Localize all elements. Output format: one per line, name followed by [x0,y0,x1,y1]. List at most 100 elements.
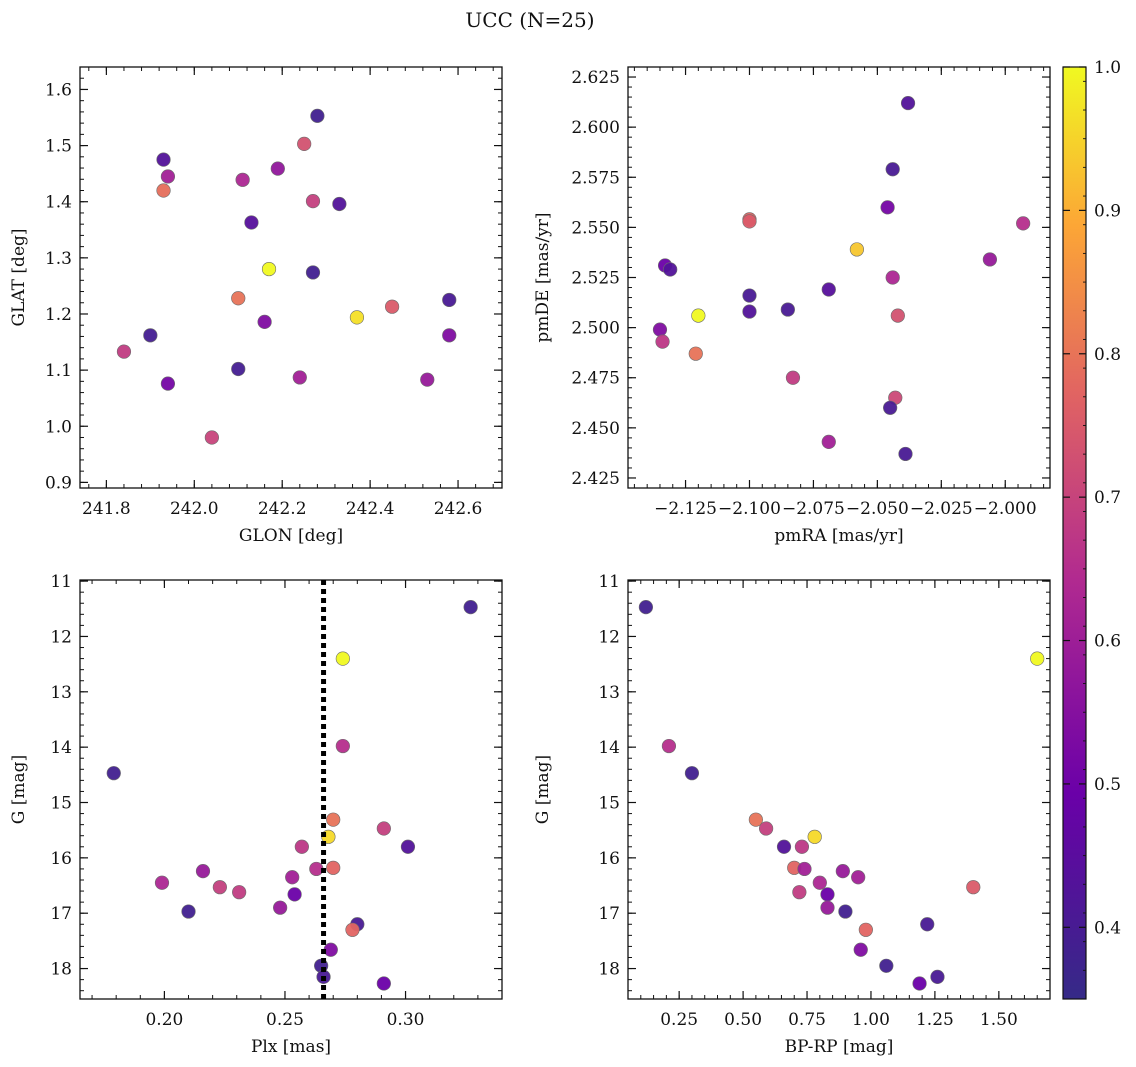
y-tick-label: 0.9 [45,473,72,493]
x-tick-label: 242.2 [258,499,307,519]
scatter-point [116,344,132,359]
y-tick-label: 2.600 [571,118,620,138]
scatter-point [261,261,277,277]
scatter-point [807,829,822,844]
x-tick-label: 0.25 [266,1010,304,1030]
scatter-point [838,904,853,919]
y-tick-label: 1.0 [45,417,72,437]
scatter-point [285,870,300,885]
scatter-point [442,328,457,343]
x-tick-label: −2.075 [782,499,845,519]
scatter-point [900,95,916,111]
panel-2: −2.125 −2.100 −2.075 −2.050 −2.025 −2.000 2.42… [533,66,1051,546]
y-tick-label: 2.625 [571,68,620,88]
scatter-point [851,870,866,885]
scatter-point [652,322,668,337]
y-tick-label: 1.5 [45,137,72,157]
scatter-point [920,917,935,932]
y-tick-label: 1.3 [45,249,72,269]
y-tick-label: 14 [598,738,620,758]
scatter-point [748,812,763,827]
y-tick-label: 16 [50,849,72,869]
x-tick-label: −2.025 [910,499,973,519]
y-tick-label: 12 [50,627,72,647]
panel-1: 241.8 242.0 242.2 242.4 242.6 0.9 1.0 1.1 1.2 1.3… [9,66,503,546]
scatter-point [335,651,350,666]
x-tick-label: 242.6 [434,499,483,519]
y-tick-label: 2.575 [571,168,620,188]
x-tick-label: 241.8 [82,499,131,519]
y-tick-label: 11 [50,572,72,592]
scatter-point [794,839,810,854]
y-tick-label: 13 [50,683,72,703]
y-tick-label: 2.525 [571,269,620,289]
scatter-point [156,152,171,167]
x-tick-label: 0.50 [724,1010,762,1030]
y-tick-label: 1.1 [45,361,72,381]
scatter-point [883,400,898,415]
scatter-point [231,361,246,377]
y-tick-label: 15 [50,794,72,814]
colorbar-tick-label: 0.5 [1094,775,1121,795]
scatter-point [812,875,827,890]
y-axis-label: pmDE [mas/yr] [533,212,553,342]
scatter-point [966,880,981,895]
colorbar: 0.4 0.5 0.6 0.7 0.8 0.9 1.0 [1062,58,1121,1000]
scatter-point [858,922,873,937]
figure-title: UCC (N=25) [465,8,594,32]
scatter-point [326,812,341,827]
y-tick-label: 14 [50,738,72,758]
scatter-point [885,162,900,177]
panel-3: 0.20 0.25 0.30 11 12 13 14 15 16 17 18 Plx [mas] G [… [9,572,503,1057]
y-tick-label: 18 [598,960,620,980]
y-tick-label: 15 [598,794,620,814]
x-axis-label: pmRA [mas/yr] [774,526,903,546]
panels: 241.8 242.0 242.2 242.4 242.6 0.9 1.0 1.1 1.2 1.3… [9,66,1051,1057]
y-tick-label: 2.425 [571,469,620,489]
colorbar-tick-label: 0.4 [1094,918,1121,938]
axes-frame [627,66,1051,489]
scatter-point [332,196,347,212]
y-tick-label: 2.550 [571,218,620,238]
scatter-point [273,900,288,915]
x-axis-label: BP-RP [mag] [785,1037,894,1057]
colorbar-tick-label: 0.6 [1094,632,1121,652]
scatter-point [661,738,677,754]
x-tick-label: 0.75 [788,1010,826,1030]
scatter-point [349,310,365,325]
scatter-point [156,183,171,198]
scatter-point [376,976,391,991]
scatter-point [776,839,792,854]
x-tick-label: 0.25 [660,1010,698,1030]
scatter-point [890,308,905,323]
y-tick-label: 2.500 [571,319,620,339]
scatter-point [821,282,836,297]
axes-frame [627,579,1051,1000]
scatter-point [326,860,341,875]
scatter-point [820,887,835,902]
x-tick-label: 242.4 [346,499,395,519]
scatter-point [820,900,835,915]
scatter-point [638,600,654,615]
scatter-point [691,308,706,323]
scatter-point [244,215,259,230]
scatter-point [879,958,894,973]
scatter-point [232,885,247,900]
scatter-point [212,880,227,895]
scatter-point [195,864,211,879]
axes-frame [79,66,503,489]
y-tick-label: 2.450 [571,419,620,439]
scatter-point [742,214,757,229]
scatter-point [305,194,321,209]
scatter-point [982,252,997,267]
scatter-point [849,242,865,257]
scatter-point [310,108,325,123]
colorbar-gradient [1062,66,1087,1000]
scatter-point [759,821,774,836]
x-tick-label: 1.25 [916,1010,954,1030]
colorbar-tick-label: 0.9 [1094,201,1121,221]
colorbar-tick-label: 0.8 [1094,345,1121,365]
scatter-point [684,766,700,781]
scatter-point [1016,216,1031,231]
